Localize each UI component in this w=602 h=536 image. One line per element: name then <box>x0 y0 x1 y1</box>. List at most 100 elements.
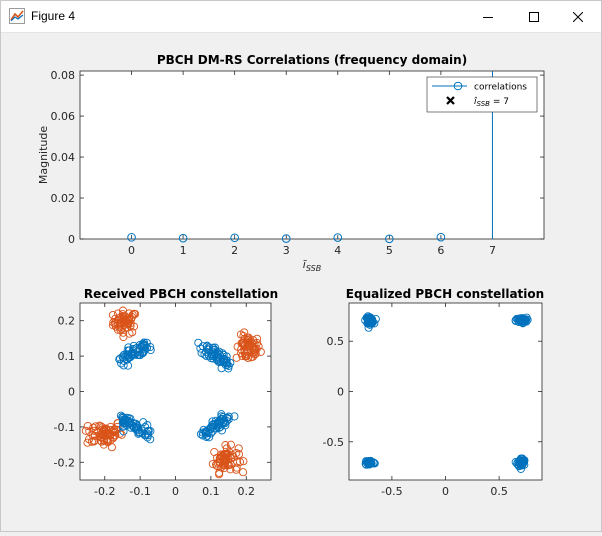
constellation-point <box>198 428 207 437</box>
maximize-icon <box>529 11 539 22</box>
x-tick-label: 6 <box>437 244 444 257</box>
x-tick-label: 7 <box>489 244 496 257</box>
constellation-point <box>239 457 248 466</box>
close-button[interactable] <box>555 1 601 32</box>
constellation-point <box>143 426 152 436</box>
y-tick-label: 0.02 <box>51 192 76 205</box>
constellation-point <box>362 313 371 322</box>
x-tick-label: 3 <box>283 244 290 257</box>
stem-marker <box>436 232 446 242</box>
constellation-point <box>215 458 224 467</box>
constellation-point <box>253 334 262 343</box>
constellation-point <box>89 426 99 435</box>
constellation-point <box>221 419 230 428</box>
constellation-point <box>126 423 135 432</box>
xlabel-i: ı̄ <box>303 258 308 271</box>
y-tick-label: -0.1 <box>54 421 75 434</box>
constellation-point <box>84 435 94 444</box>
x-tick-label: 0 <box>172 485 179 498</box>
y-tick-label: 0.5 <box>327 335 345 348</box>
constellation-point <box>130 424 139 433</box>
correlation-title: PBCH DM-RS Correlations (frequency domai… <box>157 53 467 67</box>
constellation-point <box>244 335 253 344</box>
constellation-point <box>236 330 245 339</box>
constellation-point <box>103 429 112 438</box>
constellation-point <box>117 324 126 333</box>
constellation-point <box>110 318 120 328</box>
constellation-point <box>219 355 228 365</box>
x-tick-label: 4 <box>334 244 341 257</box>
constellation-point <box>517 460 526 469</box>
constellation-point <box>81 426 90 435</box>
constellation-point <box>207 349 216 358</box>
constellation-point <box>123 314 132 323</box>
constellation-point <box>220 449 229 458</box>
constellation-point <box>204 343 213 352</box>
stem-marker <box>333 233 343 242</box>
constellation-point <box>196 344 205 353</box>
constellation-point <box>116 411 125 420</box>
legend-label-correlations: correlations <box>474 83 527 93</box>
constellation-point <box>367 318 376 327</box>
constellation-point <box>135 428 145 437</box>
figure-canvas: PBCH DM-RS Correlations (frequency domai… <box>1 33 601 531</box>
x-tick-label: 0.1 <box>202 485 220 498</box>
constellation-point <box>146 427 155 436</box>
constellation-point <box>136 351 145 360</box>
minimize-button[interactable] <box>465 1 511 32</box>
legend-marker-x <box>446 96 455 105</box>
constellation-point <box>517 461 526 470</box>
y-tick-label: 0.1 <box>58 350 76 363</box>
correlation-legend[interactable]: correlations ı̂SSB = 7 <box>426 76 538 113</box>
y-tick-label: -0.2 <box>54 456 75 469</box>
constellation-point <box>129 350 138 359</box>
constellation-point <box>204 428 213 437</box>
x-tick-label: 2 <box>231 244 238 257</box>
y-tick-label: 0.06 <box>51 110 76 123</box>
constellation-point <box>216 450 225 459</box>
constellation-point <box>97 437 106 446</box>
stem-marker <box>281 234 291 243</box>
constellation-point <box>213 354 222 363</box>
constellation-point <box>108 310 117 320</box>
constellation-point <box>226 465 235 474</box>
x-tick-label: -0.5 <box>381 485 402 498</box>
constellation-point <box>239 468 248 477</box>
title-bar[interactable]: Figure 4 <box>1 1 601 33</box>
xlabel-subscript: SSB <box>306 264 321 273</box>
constellation-point <box>518 454 527 463</box>
received-title: Received PBCH constellation <box>84 287 278 301</box>
constellation-point <box>123 361 133 370</box>
minimize-icon <box>483 16 493 18</box>
window-title: Figure 4 <box>31 9 76 23</box>
constellation-point <box>93 427 102 436</box>
x-tick-label: 0 <box>442 485 449 498</box>
constellation-point <box>144 431 153 440</box>
stem-marker <box>385 234 394 244</box>
constellation-point <box>100 425 109 434</box>
x-tick-label: 0 <box>128 244 135 257</box>
constellation-point <box>129 423 138 432</box>
constellation-point <box>223 459 232 468</box>
constellation-point <box>118 316 127 325</box>
equalized-plot-area[interactable] <box>348 302 543 481</box>
constellation-point <box>250 339 259 348</box>
constellation-point <box>116 318 125 327</box>
maximize-button[interactable] <box>511 1 557 32</box>
constellation-point <box>134 429 143 438</box>
figure-svg: PBCH DM-RS Correlations (frequency domai… <box>37 53 545 498</box>
x-tick-label: 0.5 <box>490 485 508 498</box>
constellation-point <box>129 345 138 354</box>
constellation-point <box>232 448 241 458</box>
constellation-point <box>139 338 149 347</box>
close-icon <box>573 11 583 22</box>
constellation-point <box>232 465 241 474</box>
equalized-constellation-axes: Equalized PBCH constellation -0.5 0 0.5 -0.… <box>323 287 545 498</box>
constellation-point <box>99 431 108 440</box>
constellation-point <box>97 433 106 442</box>
constellation-point <box>519 318 528 327</box>
x-tick-label: -0.2 <box>94 485 115 498</box>
x-tick-label: -0.1 <box>129 485 150 498</box>
constellation-point <box>105 431 115 440</box>
